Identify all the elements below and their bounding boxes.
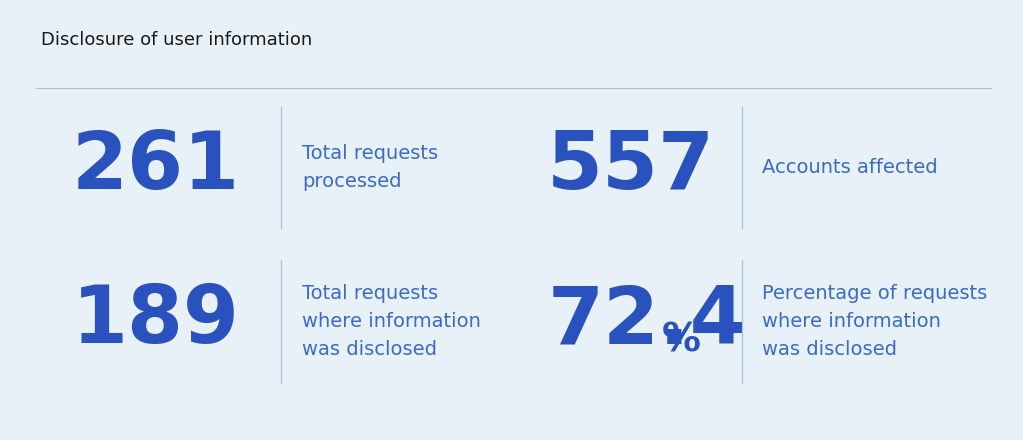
Text: Total requests
processed: Total requests processed — [302, 144, 438, 191]
Text: 557: 557 — [547, 128, 715, 206]
Text: Disclosure of user information: Disclosure of user information — [41, 31, 312, 49]
Text: Total requests
where information
was disclosed: Total requests where information was dis… — [302, 284, 481, 359]
Text: Accounts affected: Accounts affected — [762, 158, 938, 177]
Text: 189: 189 — [72, 282, 239, 360]
Text: 72.4: 72.4 — [547, 282, 746, 360]
Text: %: % — [662, 322, 701, 360]
Text: Percentage of requests
where information
was disclosed: Percentage of requests where information… — [762, 284, 987, 359]
Text: 261: 261 — [72, 128, 239, 206]
